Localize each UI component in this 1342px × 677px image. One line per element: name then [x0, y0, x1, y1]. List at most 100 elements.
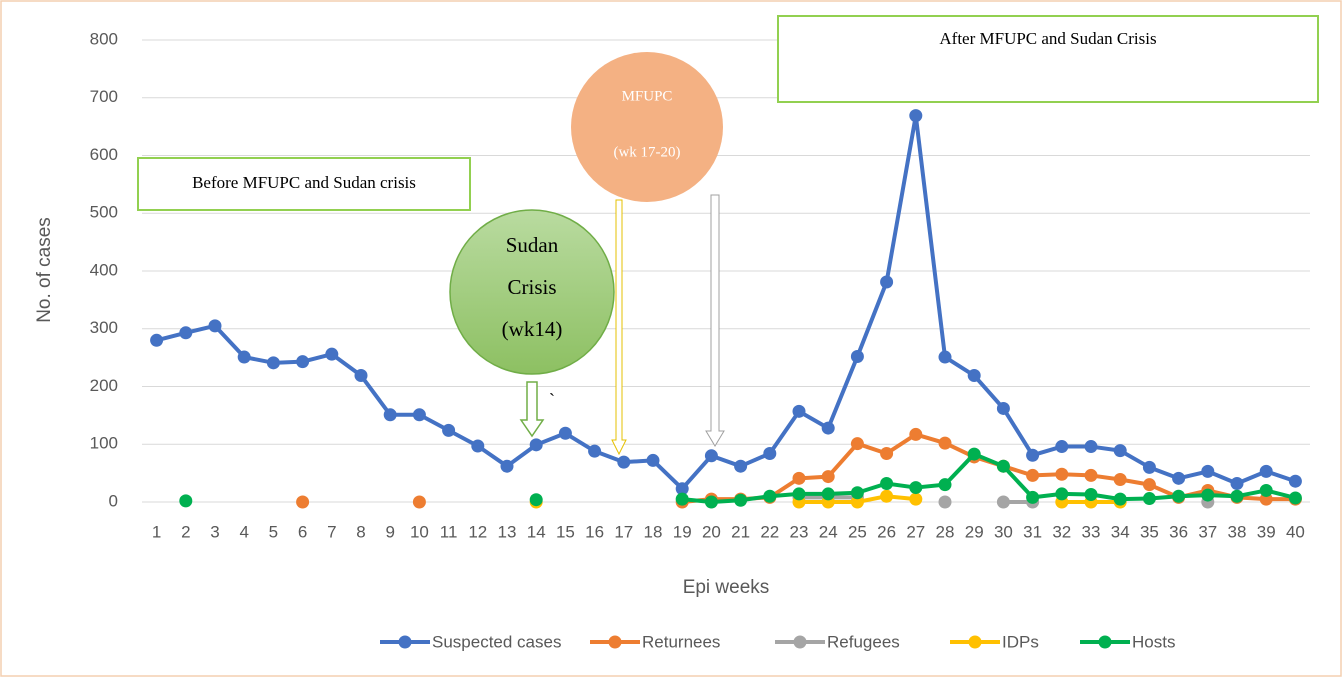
series-marker — [208, 319, 222, 333]
annotation-box — [137, 157, 471, 211]
x-tick-label: 34 — [1111, 522, 1130, 541]
y-tick-label: 800 — [90, 29, 118, 48]
annotation-box — [777, 15, 1319, 103]
x-tick-label: 37 — [1198, 522, 1217, 541]
series-marker — [850, 349, 864, 363]
series-marker — [909, 427, 923, 441]
arrow — [705, 194, 725, 447]
x-tick-label: 5 — [269, 522, 278, 541]
series-marker — [909, 492, 923, 506]
series-marker — [675, 482, 689, 496]
series-marker — [880, 446, 894, 460]
series-marker — [996, 459, 1010, 473]
y-axis-label: No. of cases — [34, 217, 55, 323]
series-marker — [1259, 464, 1273, 478]
y-tick-label: 700 — [90, 87, 118, 106]
series-marker — [734, 493, 748, 507]
series-marker — [296, 495, 310, 509]
y-tick-label: 500 — [90, 203, 118, 222]
x-tick-label: 31 — [1023, 522, 1042, 541]
x-tick-label: 8 — [356, 522, 365, 541]
series-marker — [1055, 440, 1069, 454]
series-marker — [1113, 444, 1127, 458]
annotations: Before MFUPC and Sudan crisis After MFUPC… — [137, 15, 1319, 456]
x-axis-label: Epi weeks — [683, 577, 770, 598]
series-marker — [850, 486, 864, 500]
x-tick-label: 23 — [790, 522, 809, 541]
x-tick-label: 35 — [1140, 522, 1159, 541]
series-marker — [675, 492, 689, 506]
series-marker — [967, 447, 981, 461]
annotation-text: (wk14) — [502, 317, 563, 341]
x-tick-label: 32 — [1052, 522, 1071, 541]
x-tick-label: 12 — [468, 522, 487, 541]
x-tick-label: 39 — [1257, 522, 1276, 541]
legend-label: Returnees — [642, 632, 720, 651]
series-marker — [1026, 448, 1040, 462]
x-tick-label: 13 — [498, 522, 517, 541]
series-marker — [938, 478, 952, 492]
series-marker — [1142, 460, 1156, 474]
x-tick-label: 14 — [527, 522, 546, 541]
series-marker — [938, 350, 952, 364]
series-marker — [1142, 478, 1156, 492]
series-marker — [1230, 477, 1244, 491]
series-marker — [880, 489, 894, 503]
x-tick-label: 24 — [819, 522, 838, 541]
series-marker — [1055, 487, 1069, 501]
x-tick-label: 4 — [239, 522, 248, 541]
legend-marker — [1098, 635, 1112, 649]
plot-area — [150, 109, 1302, 509]
x-tick-label: 6 — [298, 522, 307, 541]
legend-marker — [398, 635, 412, 649]
x-tick-label: 19 — [673, 522, 692, 541]
x-tick-label: 2 — [181, 522, 190, 541]
series-marker — [938, 436, 952, 450]
legend-label: Refugees — [827, 632, 900, 651]
series-marker — [1026, 490, 1040, 504]
series-marker — [588, 444, 602, 458]
x-tick-label: 3 — [210, 522, 219, 541]
legend-marker — [968, 635, 982, 649]
series-marker — [558, 426, 572, 440]
y-tick-label: 100 — [90, 434, 118, 453]
series-marker — [1113, 472, 1127, 486]
series-marker — [704, 449, 718, 463]
series-marker — [1084, 487, 1098, 501]
x-tick-label: 29 — [965, 522, 984, 541]
series-marker — [179, 494, 193, 508]
series-marker — [412, 408, 426, 422]
legend-label: Hosts — [1132, 632, 1175, 651]
series-marker — [821, 487, 835, 501]
legend-label: Suspected cases — [432, 632, 561, 651]
x-tick-label: 15 — [556, 522, 575, 541]
x-tick-label: 26 — [877, 522, 896, 541]
series-marker — [471, 439, 485, 453]
annotation-text: After MFUPC and Sudan Crisis — [939, 29, 1156, 48]
series-marker — [996, 401, 1010, 415]
x-tick-label: 1 — [152, 522, 161, 541]
series-marker — [529, 493, 543, 507]
series-marker — [179, 326, 193, 340]
series-marker — [850, 437, 864, 451]
series-marker — [1259, 483, 1273, 497]
annotation-text: ` — [549, 390, 555, 410]
series-marker — [880, 477, 894, 491]
series-marker — [1230, 489, 1244, 503]
series-marker — [1113, 492, 1127, 506]
legend-marker — [608, 635, 622, 649]
legend-label: IDPs — [1002, 632, 1039, 651]
annotation-text: Sudan — [506, 233, 559, 257]
annotation-text: Crisis — [507, 275, 556, 299]
annotation-text: Before MFUPC and Sudan crisis — [192, 173, 416, 192]
series-marker — [325, 347, 339, 361]
y-tick-label: 0 — [109, 491, 118, 510]
series-marker — [763, 489, 777, 503]
series-marker — [1026, 468, 1040, 482]
series-marker — [1084, 440, 1098, 454]
x-tick-label: 16 — [585, 522, 604, 541]
series-marker — [266, 356, 280, 370]
series-marker — [412, 495, 426, 509]
x-tick-label: 38 — [1228, 522, 1247, 541]
